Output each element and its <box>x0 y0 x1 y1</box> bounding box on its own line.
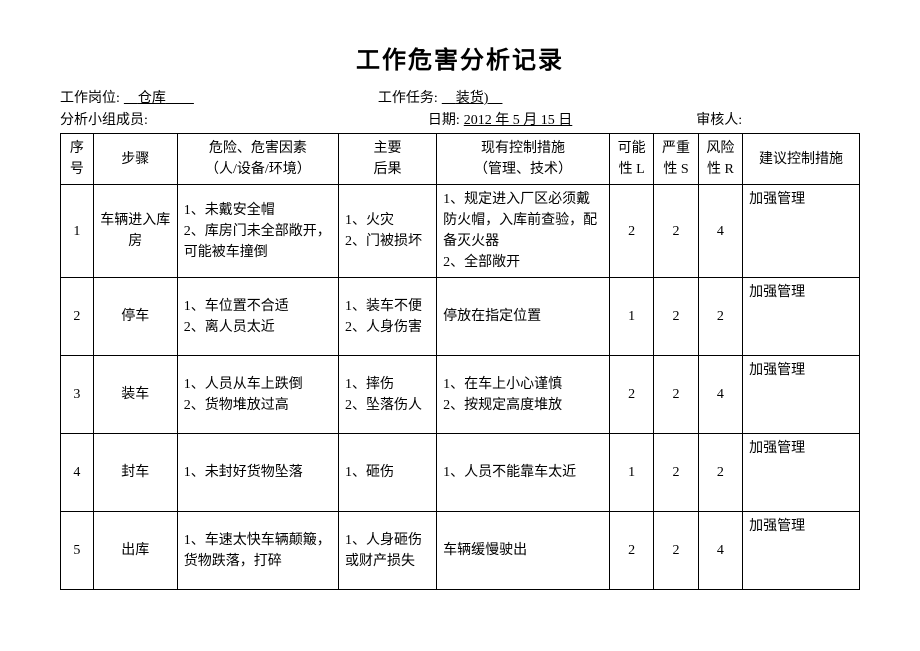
reviewer-label: 审核人: <box>696 109 742 129</box>
cell-control: 1、人员不能靠车太近 <box>437 434 610 512</box>
col-control-header: 现有控制措施（管理、技术） <box>437 134 610 185</box>
cell-r: 2 <box>698 434 742 512</box>
cell-r: 4 <box>698 356 742 434</box>
cell-l: 1 <box>609 278 653 356</box>
col-step-header: 步骤 <box>93 134 177 185</box>
team-label: 分析小组成员: <box>60 109 148 129</box>
cell-idx: 4 <box>61 434 94 512</box>
cell-l: 2 <box>609 512 653 590</box>
hazard-analysis-table: 序号 步骤 危险、危害因素（人/设备/环境） 主要后果 现有控制措施（管理、技术… <box>60 133 860 590</box>
cell-control: 车辆缓慢驶出 <box>437 512 610 590</box>
cell-idx: 3 <box>61 356 94 434</box>
cell-r: 4 <box>698 185 742 278</box>
position-value: 仓库 <box>120 87 198 107</box>
table-row: 2停车1、车位置不合适2、离人员太近1、装车不便2、人身伤害停放在指定位置122… <box>61 278 860 356</box>
cell-hazard: 1、未封好货物坠落 <box>177 434 338 512</box>
cell-suggest: 加强管理 <box>743 356 860 434</box>
document-title: 工作危害分析记录 <box>60 40 860 75</box>
cell-s: 2 <box>654 278 698 356</box>
cell-step: 封车 <box>93 434 177 512</box>
col-idx-header: 序号 <box>61 134 94 185</box>
cell-control: 停放在指定位置 <box>437 278 610 356</box>
cell-idx: 5 <box>61 512 94 590</box>
cell-r: 2 <box>698 278 742 356</box>
col-suggest-header: 建议控制措施 <box>743 134 860 185</box>
cell-consequence: 1、砸伤 <box>338 434 436 512</box>
cell-control: 1、在车上小心谨慎2、按规定高度堆放 <box>437 356 610 434</box>
position-label: 工作岗位: <box>60 87 120 107</box>
cell-step: 出库 <box>93 512 177 590</box>
cell-step: 装车 <box>93 356 177 434</box>
date-label: 日期: <box>428 109 460 129</box>
cell-hazard: 1、车位置不合适2、离人员太近 <box>177 278 338 356</box>
cell-idx: 1 <box>61 185 94 278</box>
col-hazard-header: 危险、危害因素（人/设备/环境） <box>177 134 338 185</box>
table-row: 5出库1、车速太快车辆颠簸，货物跌落，打碎1、人身砸伤或财产损失车辆缓慢驶出22… <box>61 512 860 590</box>
cell-l: 1 <box>609 434 653 512</box>
cell-suggest: 加强管理 <box>743 278 860 356</box>
cell-s: 2 <box>654 512 698 590</box>
cell-hazard: 1、车速太快车辆颠簸，货物跌落，打碎 <box>177 512 338 590</box>
col-s-header: 严重性 S <box>654 134 698 185</box>
cell-r: 4 <box>698 512 742 590</box>
cell-l: 2 <box>609 356 653 434</box>
cell-s: 2 <box>654 185 698 278</box>
task-label: 工作任务: <box>378 87 438 107</box>
cell-consequence: 1、人身砸伤或财产损失 <box>338 512 436 590</box>
cell-suggest: 加强管理 <box>743 434 860 512</box>
cell-s: 2 <box>654 434 698 512</box>
cell-hazard: 1、人员从车上跌倒2、货物堆放过高 <box>177 356 338 434</box>
meta-row-2: 分析小组成员: 日期: 2012 年 5 月 15 日 审核人: <box>60 109 860 129</box>
col-consequence-header: 主要后果 <box>338 134 436 185</box>
cell-s: 2 <box>654 356 698 434</box>
cell-consequence: 1、装车不便2、人身伤害 <box>338 278 436 356</box>
cell-l: 2 <box>609 185 653 278</box>
col-l-header: 可能性 L <box>609 134 653 185</box>
cell-idx: 2 <box>61 278 94 356</box>
table-row: 3装车1、人员从车上跌倒2、货物堆放过高1、摔伤2、坠落伤人1、在车上小心谨慎2… <box>61 356 860 434</box>
cell-suggest: 加强管理 <box>743 185 860 278</box>
table-row: 4封车1、未封好货物坠落1、砸伤1、人员不能靠车太近122加强管理 <box>61 434 860 512</box>
date-value: 2012 年 5 月 15 日 <box>460 109 577 129</box>
task-value: 装货) <box>438 87 507 107</box>
cell-step: 停车 <box>93 278 177 356</box>
cell-suggest: 加强管理 <box>743 512 860 590</box>
cell-consequence: 1、摔伤2、坠落伤人 <box>338 356 436 434</box>
meta-row-1: 工作岗位: 仓库 工作任务: 装货) <box>60 87 860 107</box>
table-header-row: 序号 步骤 危险、危害因素（人/设备/环境） 主要后果 现有控制措施（管理、技术… <box>61 134 860 185</box>
col-r-header: 风险性 R <box>698 134 742 185</box>
table-row: 1车辆进入库房1、未戴安全帽2、库房门未全部敞开，可能被车撞倒1、火灾2、门被损… <box>61 185 860 278</box>
cell-step: 车辆进入库房 <box>93 185 177 278</box>
cell-hazard: 1、未戴安全帽2、库房门未全部敞开，可能被车撞倒 <box>177 185 338 278</box>
cell-control: 1、规定进入厂区必须戴防火帽，入库前查验，配备灭火器2、全部敞开 <box>437 185 610 278</box>
cell-consequence: 1、火灾2、门被损坏 <box>338 185 436 278</box>
